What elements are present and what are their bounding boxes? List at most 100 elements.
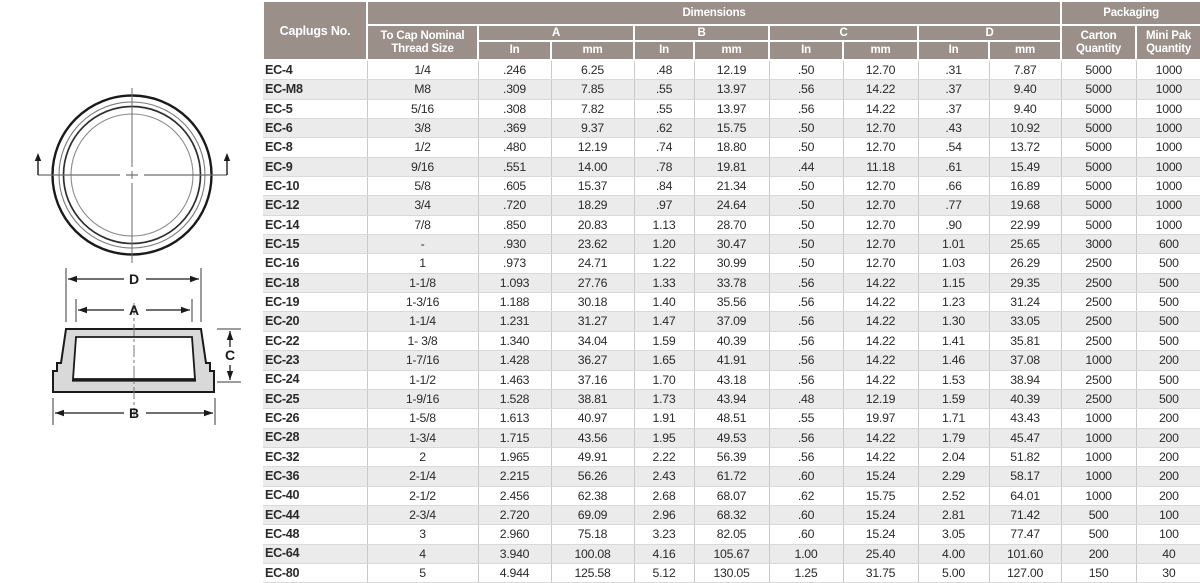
value-cell: 4.944 [478, 563, 552, 583]
value-cell: 1000 [1061, 486, 1137, 506]
value-cell: 7.87 [989, 60, 1062, 81]
value-cell: 2.456 [478, 486, 552, 506]
caplugs-no-cell: EC-M8 [263, 79, 368, 100]
value-cell: 200 [1136, 486, 1200, 506]
value-cell: 35.56 [694, 292, 770, 313]
table-row: EC-5 5/16.308 7.82.55 13.97.56 14.22.37 9.40 5… [263, 99, 1200, 120]
value-cell: .50 [769, 234, 844, 255]
value-cell: .44 [769, 157, 844, 178]
value-cell: 3/4 [367, 195, 479, 216]
caplugs-no-cell: EC-4 [263, 60, 368, 81]
table-header: Caplugs No. Dimensions Packaging To Cap … [262, 0, 1200, 61]
value-cell: 2.720 [478, 505, 552, 526]
value-cell: 35.81 [989, 331, 1062, 352]
value-cell: .50 [769, 215, 844, 236]
value-cell: 7/8 [367, 215, 479, 236]
value-cell: 200 [1136, 428, 1200, 448]
value-cell: 101.60 [989, 544, 1062, 564]
value-cell: 14.22 [843, 99, 919, 120]
value-cell: .56 [769, 79, 844, 100]
value-cell: 1.53 [918, 370, 990, 390]
value-cell: 12.70 [843, 253, 919, 274]
caplugs-no-cell: EC-19 [263, 292, 368, 313]
value-cell: 38.94 [989, 370, 1062, 390]
value-cell: 200 [1136, 466, 1200, 487]
value-cell: 1.47 [634, 311, 695, 332]
value-cell: .56 [769, 331, 844, 352]
value-cell: 30.18 [551, 292, 635, 313]
value-cell: .84 [634, 176, 695, 197]
value-cell: 2.215 [478, 466, 552, 487]
value-cell: 5.00 [918, 563, 990, 583]
value-cell: 10.92 [989, 118, 1062, 139]
value-cell: 23.62 [551, 234, 635, 255]
value-cell: .56 [769, 350, 844, 371]
value-cell: 1.528 [478, 389, 552, 410]
value-cell: 41.91 [694, 350, 770, 371]
header-b-mm: mm [693, 40, 770, 61]
value-cell: 1000 [1061, 447, 1137, 468]
value-cell: .50 [769, 137, 844, 158]
value-cell: 34.04 [551, 331, 635, 352]
caplugs-no-cell: EC-5 [263, 99, 368, 120]
caplugs-no-cell: EC-20 [263, 311, 368, 332]
value-cell: 31.24 [989, 292, 1062, 313]
value-cell: 1-1/4 [367, 311, 479, 332]
value-cell: 500 [1136, 370, 1200, 390]
caplugs-no-cell: EC-64 [263, 544, 368, 564]
value-cell: 5000 [1061, 215, 1137, 236]
value-cell: 2500 [1061, 311, 1137, 332]
value-cell: 1.59 [918, 389, 990, 410]
value-cell: 1000 [1061, 466, 1137, 487]
caplugs-no-cell: EC-48 [263, 524, 368, 545]
value-cell: 2500 [1061, 389, 1137, 410]
section-view: D A C [52, 268, 241, 425]
value-cell: 1000 [1061, 350, 1137, 371]
value-cell: 1000 [1136, 79, 1200, 100]
table-row: EC-23 1-7/16 1.428 36.27 1.65 41.91.56 14.22 1.… [263, 350, 1200, 371]
table-row: EC-80 5 4.944 125.58 5.12 130.05 1.25 31.75 5.00… [263, 563, 1200, 583]
value-cell: .480 [478, 137, 552, 158]
table-row: EC-9 9/16.551 14.00.78 19.81.44 11.18.61 15.4… [263, 157, 1200, 178]
table-row: EC-22 1- 3/8 1.340 34.04 1.59 40.39.56 14.22 1.… [263, 331, 1200, 352]
value-cell: .720 [478, 195, 552, 216]
value-cell: 40.39 [989, 389, 1062, 410]
value-cell: .66 [918, 176, 990, 197]
value-cell: 11.18 [843, 157, 919, 178]
value-cell: 2.68 [634, 486, 695, 506]
value-cell: 500 [1061, 524, 1137, 545]
value-cell: 13.97 [694, 99, 770, 120]
header-group-b: B [633, 24, 770, 42]
value-cell: 5000 [1061, 176, 1137, 197]
value-cell: .50 [769, 60, 844, 81]
table-row: EC-4 1/4.246 6.25.48 12.19.50 12.70.31 7.87 50… [263, 60, 1200, 81]
value-cell: 127.00 [989, 563, 1062, 583]
value-cell: 1000 [1136, 176, 1200, 197]
value-cell: 1-3/4 [367, 428, 479, 448]
value-cell: 1.22 [634, 253, 695, 274]
caplugs-no-cell: EC-44 [263, 505, 368, 526]
top-view [34, 88, 231, 263]
value-cell: .56 [769, 428, 844, 448]
value-cell: 200 [1136, 350, 1200, 371]
value-cell: 1000 [1136, 99, 1200, 120]
header-minipak-line1: Mini Pak [1146, 29, 1192, 42]
header-c-in: In [768, 40, 844, 61]
caplugs-no-cell: EC-6 [263, 118, 368, 139]
value-cell: 2500 [1061, 292, 1137, 313]
value-cell: 24.64 [694, 195, 770, 216]
value-cell: .90 [918, 215, 990, 236]
caplugs-no-cell: EC-26 [263, 408, 368, 429]
value-cell: 1-1/8 [367, 273, 479, 294]
header-carton-qty: Carton Quantity [1060, 24, 1138, 61]
value-cell: 2.96 [634, 505, 695, 526]
value-cell: 12.70 [843, 215, 919, 236]
table-row: EC-6 3/8.369 9.37.62 15.75.50 12.70.43 10.92 5… [263, 118, 1200, 139]
value-cell: 9.40 [989, 99, 1062, 120]
value-cell: 2.81 [918, 505, 990, 526]
value-cell: 105.67 [694, 544, 770, 564]
value-cell: 100.08 [551, 544, 635, 564]
value-cell: 130.05 [694, 563, 770, 583]
dimension-c: C [217, 328, 241, 383]
value-cell: .246 [478, 60, 552, 81]
